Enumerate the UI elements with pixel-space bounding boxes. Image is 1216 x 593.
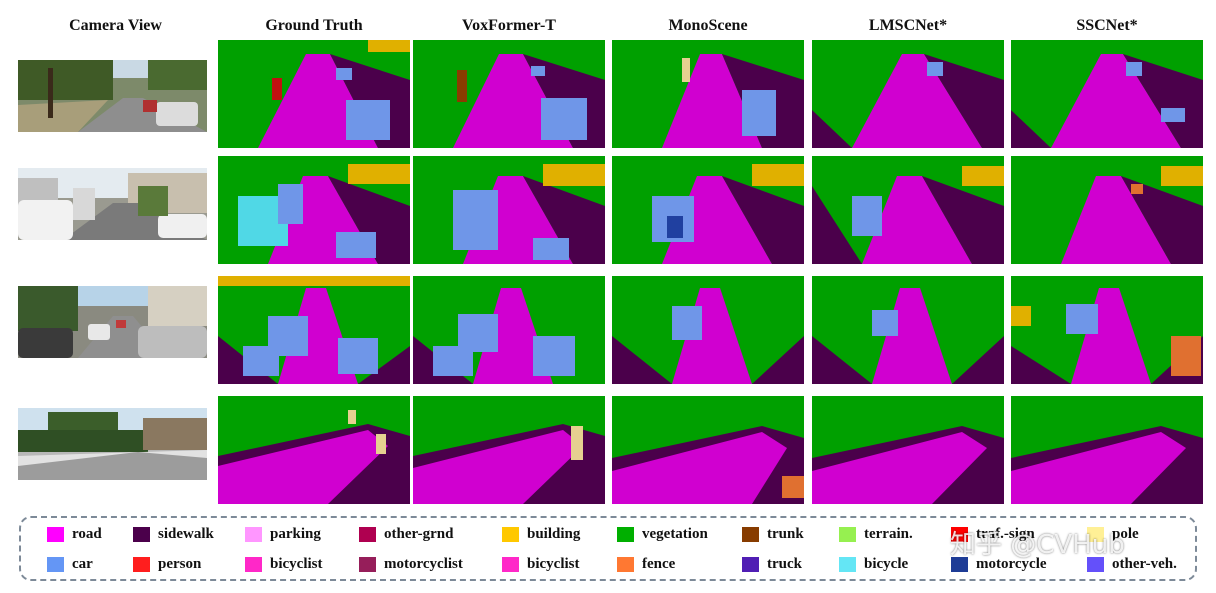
header-ground-truth: Ground Truth	[265, 17, 363, 34]
legend-item-vegetation: vegetation	[617, 526, 708, 543]
lmscnet-panel-row-4	[812, 396, 1004, 504]
legend-swatch	[617, 557, 634, 572]
legend-swatch	[1087, 557, 1104, 572]
legend-swatch	[617, 527, 634, 542]
header-voxformer-t: VoxFormer-T	[462, 17, 556, 34]
legend-item-pole: pole	[1087, 526, 1139, 543]
legend-swatch	[742, 557, 759, 572]
voxformer-panel-row-2	[413, 156, 605, 264]
legend-item-person: person	[133, 556, 201, 573]
legend-swatch	[951, 557, 968, 572]
legend-item-terrain: terrain.	[839, 526, 913, 543]
camera-image-row-2	[18, 168, 207, 240]
legend-swatch	[742, 527, 759, 542]
monoscene-panel-row-3	[612, 276, 804, 384]
voxformer-panel-row-1	[413, 40, 605, 148]
watermark: 知乎 @CVHub	[950, 530, 1125, 560]
lmscnet-panel-row-2	[812, 156, 1004, 264]
ground-truth-panel-row-1	[218, 40, 410, 148]
legend-item-trunk: trunk	[742, 526, 804, 543]
header-sscnet: SSCNet*	[1076, 17, 1138, 34]
legend-swatch	[951, 527, 968, 542]
sscnet-panel-row-3	[1011, 276, 1203, 384]
sscnet-panel-row-4	[1011, 396, 1203, 504]
monoscene-panel-row-4	[612, 396, 804, 504]
ground-truth-panel-row-4	[218, 396, 410, 504]
legend-item-road: road	[47, 526, 102, 543]
legend-item-truck: truck	[742, 556, 802, 573]
legend-item-bicyclist: bicyclist	[245, 556, 323, 573]
legend-swatch	[133, 557, 150, 572]
monoscene-panel-row-2	[612, 156, 804, 264]
header-monoscene: MonoScene	[668, 17, 748, 34]
sscnet-panel-row-2	[1011, 156, 1203, 264]
ground-truth-panel-row-2	[218, 156, 410, 264]
legend-swatch	[839, 557, 856, 572]
sscnet-panel-row-1	[1011, 40, 1203, 148]
legend-swatch	[1087, 527, 1104, 542]
legend-swatch	[359, 557, 376, 572]
legend-swatch	[359, 527, 376, 542]
legend-item-bicyclist-2: bicyclist	[502, 556, 580, 573]
legend-item-car: car	[47, 556, 93, 573]
header-camera-view: Camera View	[69, 17, 162, 34]
legend-item-traf-sign: traf.-sign	[951, 526, 1035, 543]
legend-swatch	[502, 557, 519, 572]
camera-image-row-4	[18, 408, 207, 480]
monoscene-panel-row-1	[612, 40, 804, 148]
legend-swatch	[502, 527, 519, 542]
legend-item-building: building	[502, 526, 580, 543]
lmscnet-panel-row-1	[812, 40, 1004, 148]
legend: road sidewalk parking other-grnd buildin…	[19, 516, 1197, 581]
legend-swatch	[133, 527, 150, 542]
legend-swatch	[47, 557, 64, 572]
voxformer-panel-row-4	[413, 396, 605, 504]
legend-swatch	[245, 527, 262, 542]
legend-swatch	[839, 527, 856, 542]
camera-image-row-1	[18, 60, 207, 132]
ground-truth-panel-row-3	[218, 276, 410, 384]
camera-image-row-3	[18, 286, 207, 358]
legend-swatch	[245, 557, 262, 572]
legend-swatch	[47, 527, 64, 542]
legend-item-fence: fence	[617, 556, 675, 573]
legend-item-motorcycle: motorcycle	[951, 556, 1047, 573]
legend-item-sidewalk: sidewalk	[133, 526, 214, 543]
lmscnet-panel-row-3	[812, 276, 1004, 384]
legend-item-parking: parking	[245, 526, 321, 543]
legend-item-bicycle: bicycle	[839, 556, 908, 573]
header-lmscnet: LMSCNet*	[868, 17, 948, 34]
legend-item-other-veh: other-veh.	[1087, 556, 1177, 573]
legend-item-other-grnd: other-grnd	[359, 526, 453, 543]
legend-item-motorcyclist: motorcyclist	[359, 556, 463, 573]
voxformer-panel-row-3	[413, 276, 605, 384]
